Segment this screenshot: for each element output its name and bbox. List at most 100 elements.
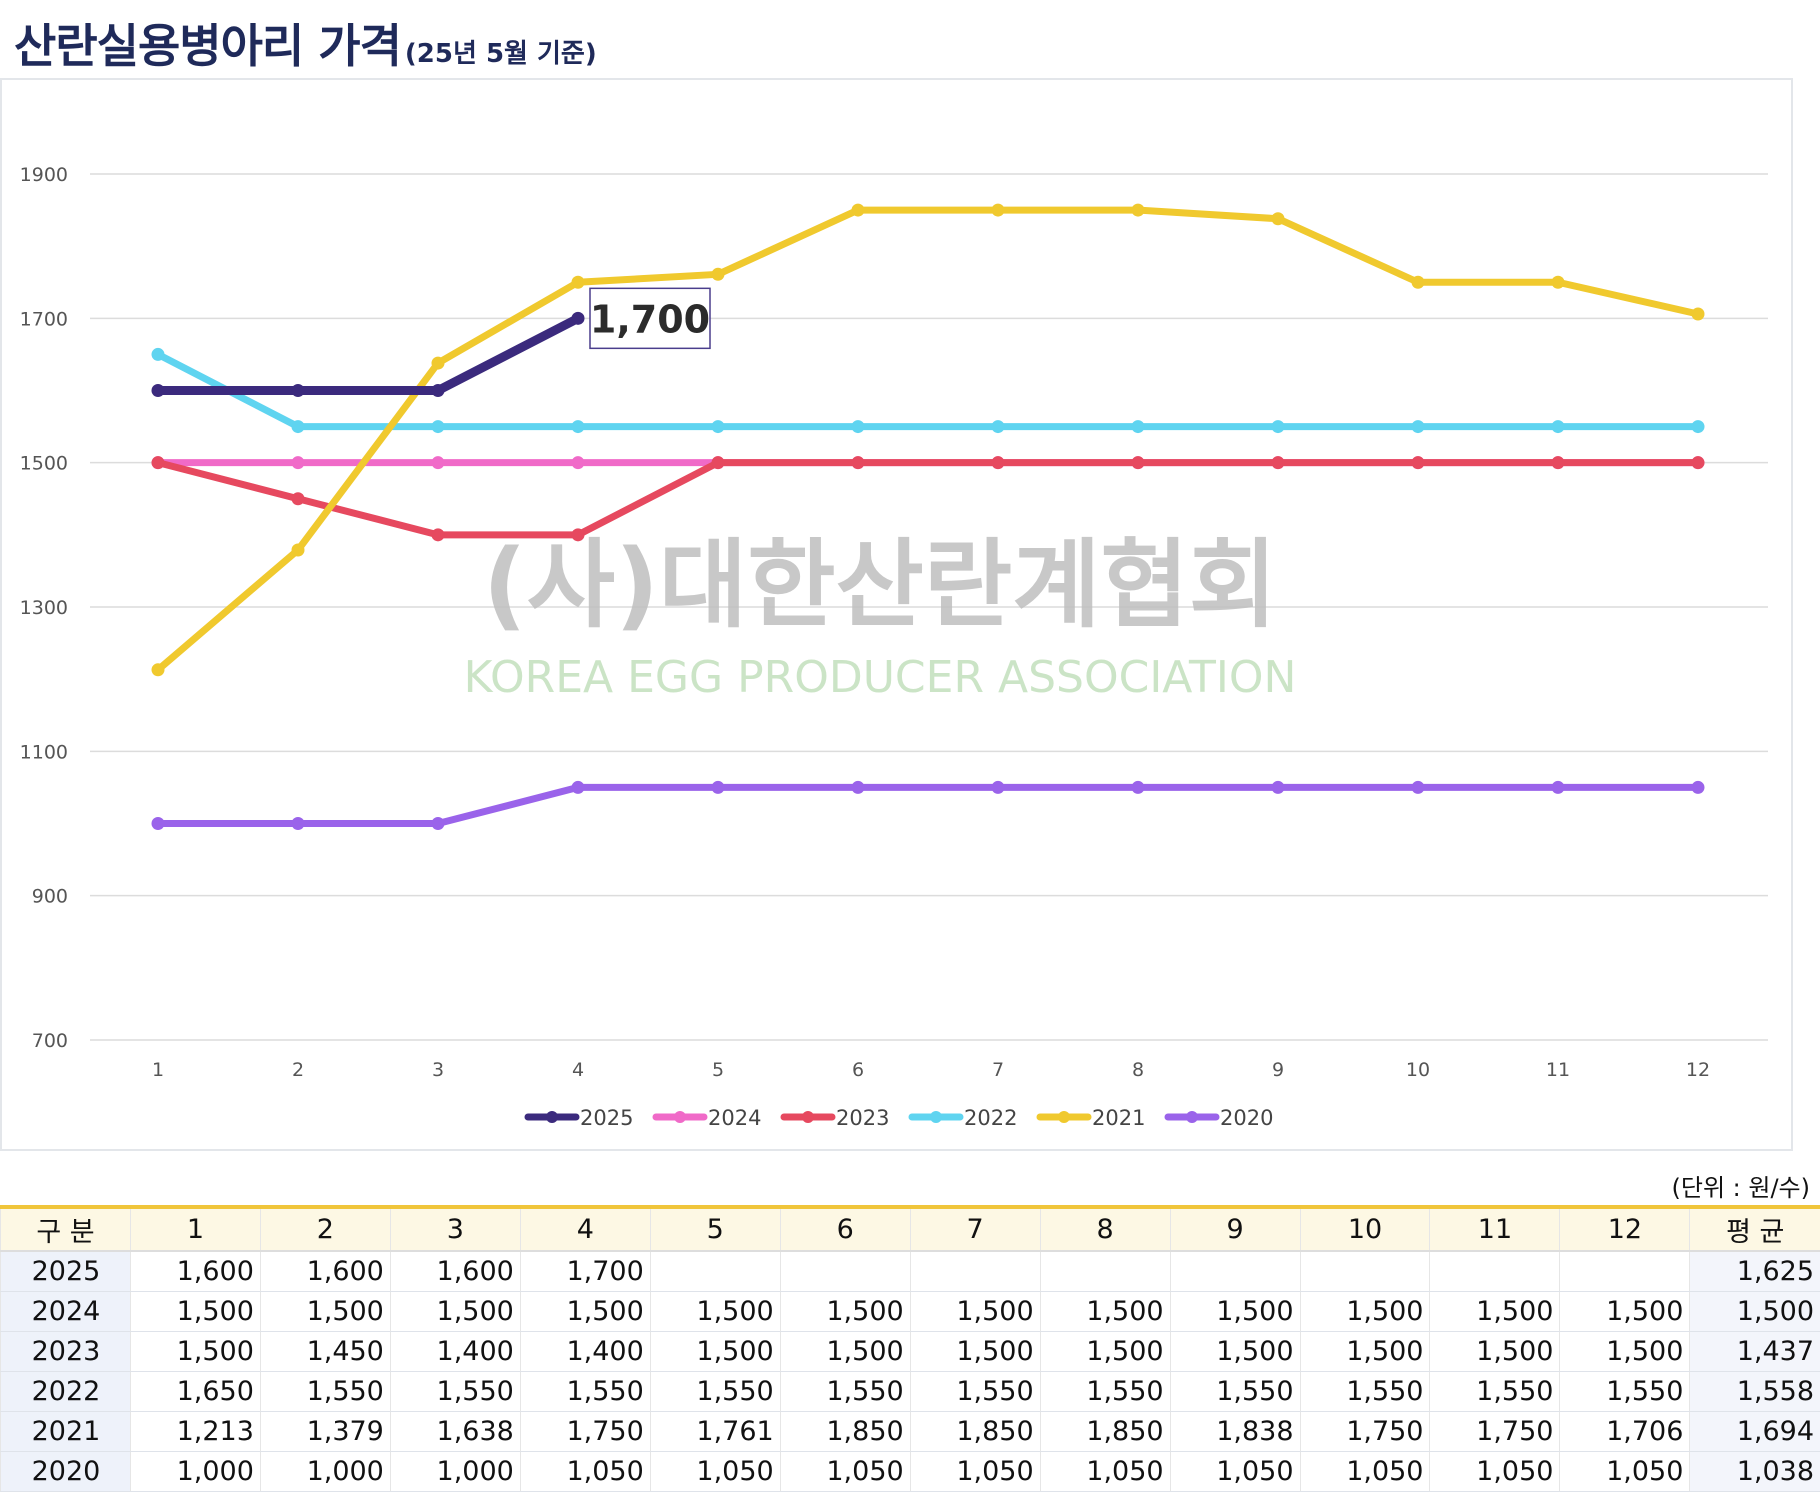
table-cell: 1,450 (260, 1332, 390, 1372)
table-cell-average: 1,694 (1690, 1412, 1820, 1452)
data-point-2024 (572, 456, 585, 469)
table-header-month: 12 (1560, 1207, 1690, 1251)
table-header-month: 11 (1430, 1207, 1560, 1251)
table-row-year: 2025 (1, 1251, 131, 1292)
x-tick-label: 2 (292, 1059, 304, 1081)
unit-label: (단위 : 원/수) (1672, 1168, 1810, 1203)
data-point-2025 (152, 384, 165, 397)
table-cell: 1,550 (1560, 1372, 1690, 1412)
data-point-2021 (1272, 212, 1285, 225)
y-tick-label: 1900 (20, 164, 68, 186)
data-point-2022 (572, 420, 585, 433)
data-point-2022 (712, 420, 725, 433)
legend-marker-2022 (930, 1111, 942, 1123)
table-cell (780, 1251, 910, 1292)
table-cell: 1,050 (650, 1452, 780, 1492)
table-cell: 1,550 (1300, 1372, 1430, 1412)
table-cell: 1,550 (520, 1372, 650, 1412)
data-point-2020 (572, 781, 585, 794)
table-cell: 1,500 (260, 1292, 390, 1332)
table-cell: 1,550 (1170, 1372, 1300, 1412)
watermark: (사)대한산란계협회 KOREA EGG PRODUCER ASSOCIATIO… (464, 529, 1297, 703)
table-cell: 1,500 (1300, 1292, 1430, 1332)
table-row-year: 2023 (1, 1332, 131, 1372)
series-line-2023 (158, 463, 1698, 535)
data-point-2025 (432, 384, 445, 397)
data-point-2020 (1552, 781, 1565, 794)
legend-label-2022: 2022 (964, 1106, 1017, 1130)
table-cell: 1,550 (650, 1372, 780, 1412)
x-tick-label: 12 (1686, 1059, 1710, 1081)
table-cell: 1,000 (260, 1452, 390, 1492)
y-tick-label: 1700 (20, 308, 68, 330)
table-cell (1040, 1251, 1170, 1292)
table-cell: 1,050 (1430, 1452, 1560, 1492)
legend-marker-2025 (546, 1111, 558, 1123)
x-tick-label: 3 (432, 1059, 444, 1081)
table-cell: 1,550 (1430, 1372, 1560, 1412)
table-cell-average: 1,625 (1690, 1251, 1820, 1292)
x-tick-label: 9 (1272, 1059, 1284, 1081)
table-cell: 1,000 (390, 1452, 520, 1492)
table-cell: 1,600 (390, 1251, 520, 1292)
x-tick-label: 7 (992, 1059, 1004, 1081)
table-cell: 1,050 (780, 1452, 910, 1492)
x-tick-label: 5 (712, 1059, 724, 1081)
table-cell: 1,500 (520, 1292, 650, 1332)
x-tick-label: 6 (852, 1059, 864, 1081)
series-line-2025 (158, 318, 578, 390)
table-header-month: 4 (520, 1207, 650, 1251)
table-cell (1430, 1251, 1560, 1292)
table-cell: 1,706 (1560, 1412, 1690, 1452)
table-header-month: 7 (910, 1207, 1040, 1251)
data-point-2020 (1692, 781, 1705, 794)
table-cell: 1,500 (130, 1332, 260, 1372)
data-point-2022 (1552, 420, 1565, 433)
table-cell (910, 1251, 1040, 1292)
table-row-year: 2024 (1, 1292, 131, 1332)
table-header-month: 3 (390, 1207, 520, 1251)
data-point-2023 (1412, 456, 1425, 469)
data-point-2021 (292, 543, 305, 556)
data-point-2023 (1552, 456, 1565, 469)
table-header-month: 6 (780, 1207, 910, 1251)
data-point-2025 (572, 312, 585, 325)
data-point-2020 (712, 781, 725, 794)
data-point-2023 (152, 456, 165, 469)
table-cell: 1,850 (780, 1412, 910, 1452)
table-cell: 1,850 (910, 1412, 1040, 1452)
table-cell: 1,500 (130, 1292, 260, 1332)
data-point-2020 (292, 817, 305, 830)
data-point-2021 (992, 204, 1005, 217)
x-tick-label: 8 (1132, 1059, 1144, 1081)
data-point-2021 (852, 204, 865, 217)
table-cell-average: 1,437 (1690, 1332, 1820, 1372)
table-cell: 1,500 (1170, 1332, 1300, 1372)
table-cell: 1,379 (260, 1412, 390, 1452)
data-point-2020 (1272, 781, 1285, 794)
data-point-2023 (712, 456, 725, 469)
table-cell: 1,500 (1040, 1332, 1170, 1372)
legend-marker-2021 (1058, 1111, 1070, 1123)
x-tick-label: 10 (1406, 1059, 1430, 1081)
table-cell: 1,600 (260, 1251, 390, 1292)
line-chart: (사)대한산란계협회 KOREA EGG PRODUCER ASSOCIATIO… (0, 78, 1793, 1151)
table-cell: 1,638 (390, 1412, 520, 1452)
table-cell: 1,850 (1040, 1412, 1170, 1452)
table-cell: 1,050 (1170, 1452, 1300, 1492)
table-cell-average: 1,500 (1690, 1292, 1820, 1332)
data-point-2024 (432, 456, 445, 469)
table-cell: 1,400 (520, 1332, 650, 1372)
table-cell: 1,550 (910, 1372, 1040, 1412)
table-header-month: 1 (130, 1207, 260, 1251)
table-row-year: 2022 (1, 1372, 131, 1412)
y-tick-label: 700 (32, 1030, 68, 1052)
callout-label: 1,700 (590, 297, 710, 341)
legend-label-2021: 2021 (1092, 1106, 1145, 1130)
